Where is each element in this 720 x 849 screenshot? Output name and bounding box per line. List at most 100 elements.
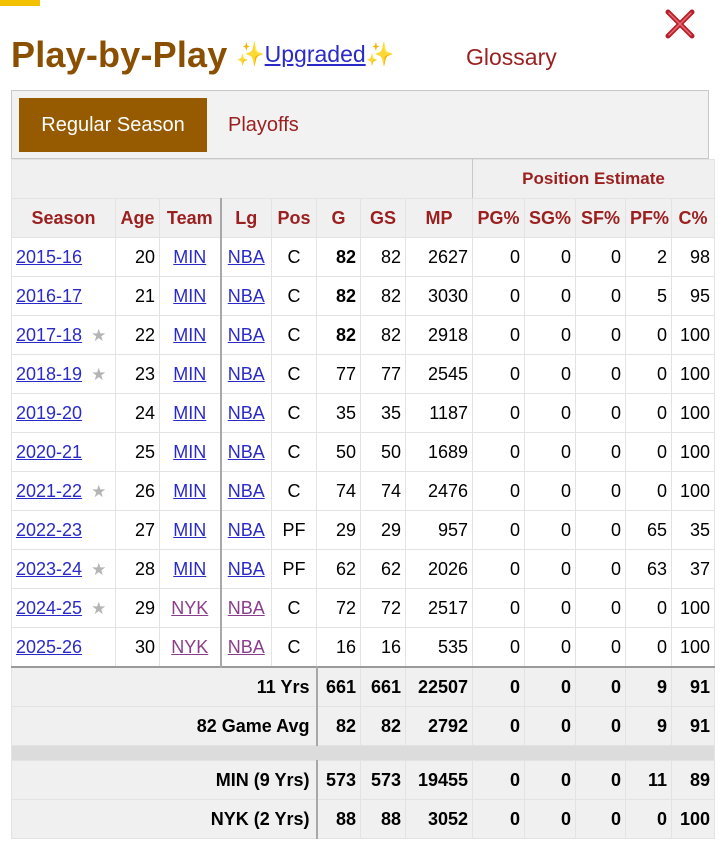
- season-link[interactable]: 2016-17: [16, 285, 83, 306]
- league-link[interactable]: NBA: [227, 636, 265, 657]
- minutes-cell: 1187: [405, 393, 473, 433]
- games-cell: 77: [316, 354, 361, 394]
- pos-cell: PF: [271, 549, 317, 589]
- season-link[interactable]: 2015-16: [16, 246, 83, 267]
- games-cell: 74: [316, 471, 361, 511]
- sg-pct-cell: 0: [524, 237, 576, 277]
- league-link[interactable]: NBA: [227, 441, 265, 462]
- team-link[interactable]: NYK: [171, 597, 209, 618]
- sf-pct-cell: 0: [575, 354, 626, 394]
- team-link[interactable]: MIN: [173, 441, 207, 462]
- pf-pct-cell: 0: [625, 799, 672, 839]
- c-pct-cell: 100: [671, 588, 715, 628]
- games-cell: 29: [316, 510, 361, 550]
- season-link[interactable]: 2023-24: [16, 558, 83, 579]
- minutes-cell: 535: [405, 627, 473, 668]
- column-header[interactable]: MP: [405, 198, 473, 238]
- pos-cell: C: [271, 432, 317, 472]
- position-estimate-header: Position Estimate: [472, 159, 715, 199]
- column-header[interactable]: PG%: [472, 198, 525, 238]
- season-link[interactable]: 2017-18: [16, 324, 83, 345]
- pg-pct-cell: 0: [472, 237, 525, 277]
- season-link[interactable]: 2022-23: [16, 519, 83, 540]
- column-header[interactable]: Age: [115, 198, 160, 238]
- column-header[interactable]: SF%: [575, 198, 626, 238]
- tab-regular-season[interactable]: Regular Season: [19, 98, 207, 152]
- sg-pct-cell: 0: [524, 627, 576, 668]
- team-link[interactable]: MIN: [173, 402, 207, 423]
- column-header[interactable]: C%: [671, 198, 715, 238]
- team-cell: MIN: [159, 237, 222, 277]
- season-link[interactable]: 2025-26: [16, 636, 83, 657]
- sg-pct-cell: 0: [524, 393, 576, 433]
- sf-pct-cell: 0: [575, 666, 626, 707]
- pf-pct-cell: 5: [625, 276, 672, 316]
- season-link[interactable]: 2018-19: [16, 363, 83, 384]
- sg-pct-cell: 0: [524, 510, 576, 550]
- pf-pct-cell: 0: [625, 432, 672, 472]
- minutes-cell: 2918: [405, 315, 473, 355]
- season-cell: 2017-18 ★: [11, 315, 116, 355]
- c-pct-cell: 98: [671, 237, 715, 277]
- pf-pct-cell: 9: [625, 666, 672, 707]
- column-header[interactable]: Pos: [271, 198, 317, 238]
- season-cell: 2016-17: [11, 276, 116, 316]
- tab-playoffs[interactable]: Playoffs: [228, 113, 299, 136]
- table-row: 2022-23 27 MIN NBA PF 29 29 957 0 0 0 65 35: [11, 510, 715, 550]
- team-link[interactable]: MIN: [173, 480, 207, 501]
- season-link[interactable]: 2020-21: [16, 441, 83, 462]
- sf-pct-cell: 0: [575, 276, 626, 316]
- league-link[interactable]: NBA: [227, 519, 265, 540]
- team-link[interactable]: NYK: [171, 636, 209, 657]
- pf-pct-cell: 11: [625, 760, 672, 800]
- column-header[interactable]: Lg: [220, 198, 272, 238]
- games-started-cell: 35: [360, 393, 406, 433]
- league-link[interactable]: NBA: [227, 597, 265, 618]
- column-header[interactable]: GS: [360, 198, 406, 238]
- close-icon[interactable]: [660, 4, 700, 44]
- league-link[interactable]: NBA: [227, 558, 265, 579]
- sf-pct-cell: 0: [575, 510, 626, 550]
- column-header[interactable]: G: [316, 198, 361, 238]
- table-row: 2020-21 25 MIN NBA C 50 50 1689 0 0 0 0 100: [11, 432, 715, 472]
- games-cell: 62: [316, 549, 361, 589]
- games-started-cell: 82: [360, 237, 406, 277]
- age-cell: 22: [115, 315, 160, 355]
- league-link[interactable]: NBA: [227, 246, 265, 267]
- glossary-link[interactable]: Glossary: [466, 44, 557, 70]
- team-link[interactable]: MIN: [173, 324, 207, 345]
- pg-pct-cell: 0: [472, 588, 525, 628]
- minutes-cell: 1689: [405, 432, 473, 472]
- season-link[interactable]: 2021-22: [16, 480, 83, 501]
- pos-cell: C: [271, 354, 317, 394]
- column-header[interactable]: Team: [159, 198, 222, 238]
- table-row: 2017-18 ★ 22 MIN NBA C 82 82 2918 0 0 0 0 100: [11, 315, 715, 355]
- play-by-play-table: Position Estimate Season Age Team Lg Pos…: [11, 159, 715, 839]
- league-link[interactable]: NBA: [227, 324, 265, 345]
- league-link[interactable]: NBA: [227, 480, 265, 501]
- c-pct-cell: 91: [671, 666, 715, 707]
- column-header[interactable]: SG%: [524, 198, 576, 238]
- sg-pct-cell: 0: [524, 588, 576, 628]
- league-link[interactable]: NBA: [227, 402, 265, 423]
- season-link[interactable]: 2024-25: [16, 597, 83, 618]
- team-link[interactable]: MIN: [173, 558, 207, 579]
- age-cell: 29: [115, 588, 160, 628]
- sg-pct-cell: 0: [524, 706, 576, 746]
- sf-pct-cell: 0: [575, 432, 626, 472]
- minutes-cell: 3030: [405, 276, 473, 316]
- league-link[interactable]: NBA: [227, 285, 265, 306]
- column-header[interactable]: PF%: [625, 198, 672, 238]
- c-pct-cell: 100: [671, 432, 715, 472]
- season-link[interactable]: 2019-20: [16, 402, 83, 423]
- team-link[interactable]: MIN: [173, 363, 207, 384]
- team-link[interactable]: MIN: [173, 246, 207, 267]
- league-link[interactable]: NBA: [227, 363, 265, 384]
- column-header[interactable]: Season: [11, 198, 116, 238]
- upgraded-link[interactable]: Upgraded: [264, 41, 366, 67]
- minutes-cell: 2517: [405, 588, 473, 628]
- team-link[interactable]: MIN: [173, 285, 207, 306]
- team-link[interactable]: MIN: [173, 519, 207, 540]
- team-cell: MIN: [159, 510, 222, 550]
- games-cell: 82: [316, 276, 361, 316]
